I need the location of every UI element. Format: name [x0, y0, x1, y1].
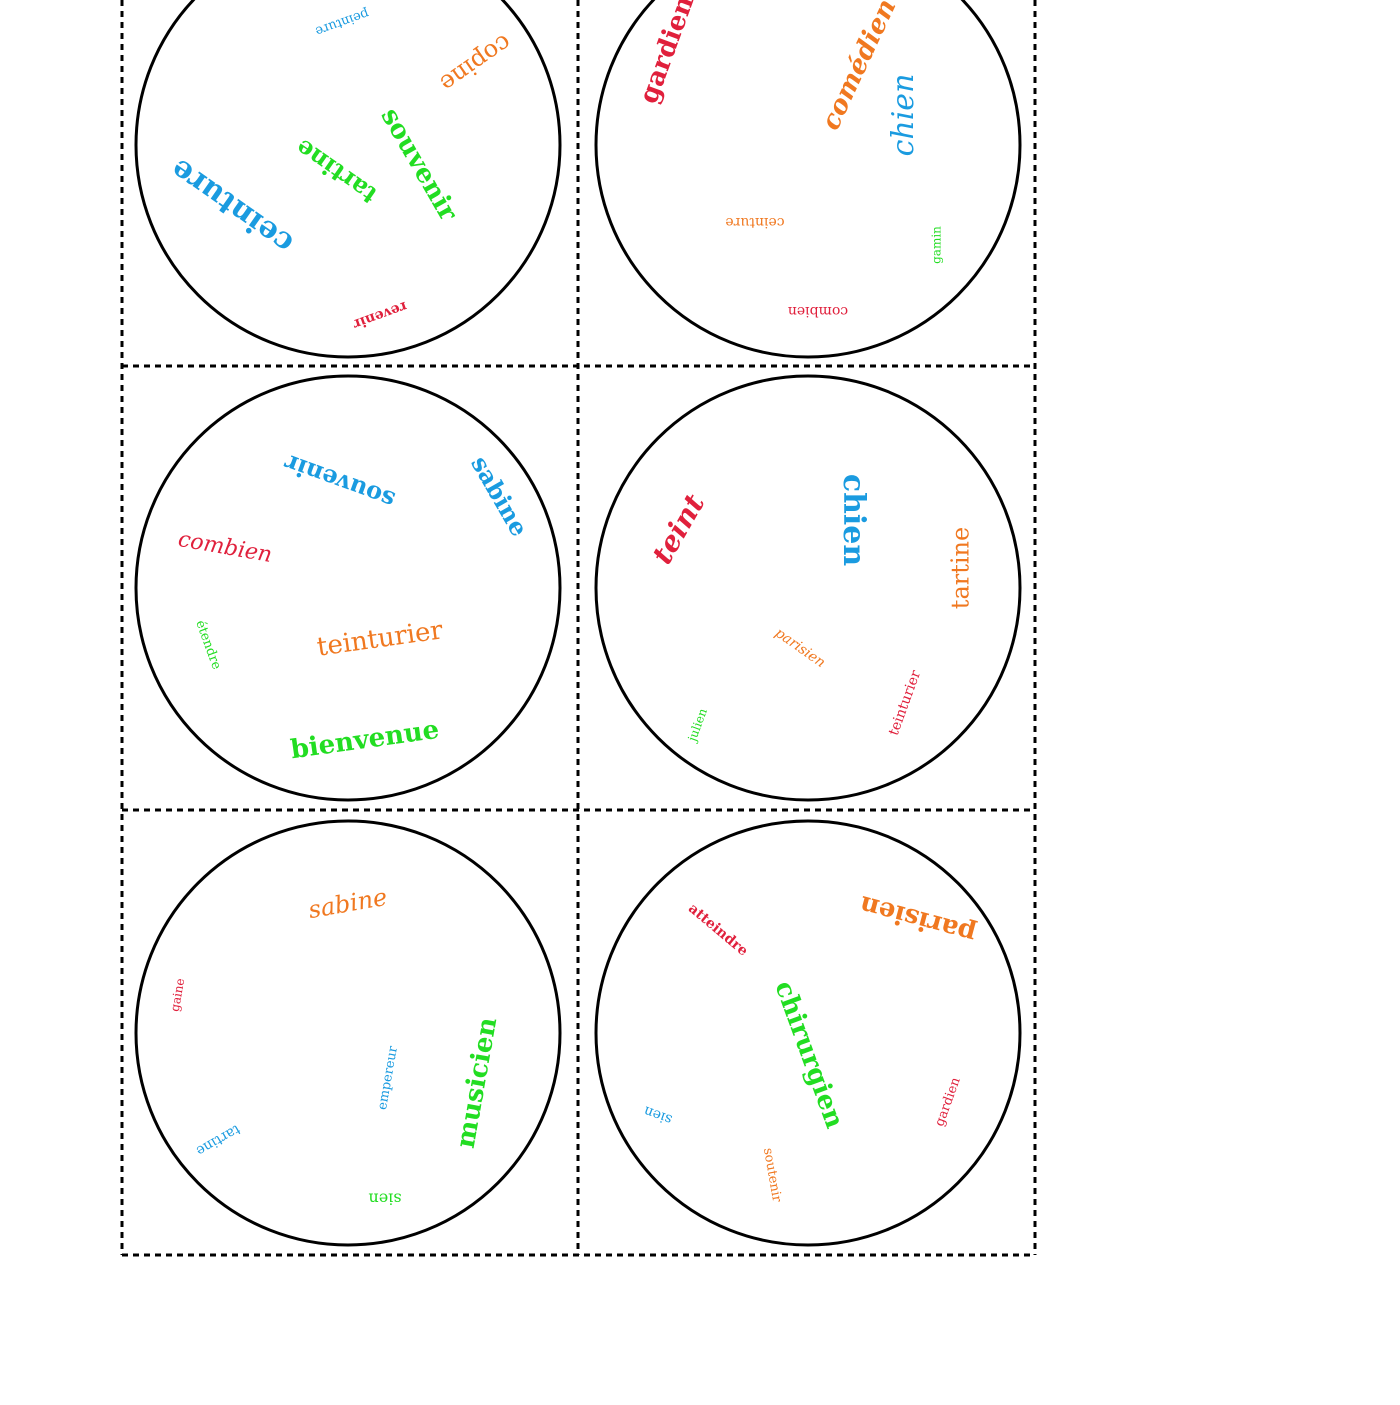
card-word: parisien — [772, 625, 828, 671]
card-word: sabine — [306, 883, 389, 924]
card-circle — [594, 0, 1022, 359]
card-word: chien — [836, 474, 871, 567]
card-word: souvenir — [375, 103, 464, 227]
card-circle — [134, 0, 562, 359]
card-word: gardien — [932, 1075, 964, 1128]
card-word: revenir — [350, 298, 409, 332]
card-word: bienvenue — [289, 715, 441, 766]
card-word: étendre — [192, 618, 224, 672]
card-word: soutenir — [760, 1147, 784, 1204]
card-circle — [134, 374, 562, 802]
card-circle — [594, 819, 1022, 1247]
card-word: teinturier — [315, 615, 445, 662]
card-word: ceinture — [164, 151, 300, 261]
card-word: atteindre — [685, 901, 751, 960]
card-circle — [594, 374, 1022, 802]
card-word: teint — [645, 488, 711, 569]
card-word: musicien — [451, 1015, 503, 1150]
card-word: gardien — [634, 0, 701, 108]
card-word: combien — [176, 527, 274, 568]
card-word: empereur — [375, 1044, 401, 1111]
card-word: peinture — [313, 5, 371, 38]
card-word: sien — [642, 1103, 675, 1128]
card-word: parisien — [857, 889, 979, 949]
card-word: chien — [886, 74, 921, 157]
card-word: tartine — [947, 527, 975, 609]
card-word: combien — [788, 303, 848, 319]
card-word: souvenir — [280, 448, 399, 515]
card-word: julien — [684, 706, 710, 745]
card-word: ceinture — [725, 214, 784, 230]
card-word: copine — [435, 29, 517, 98]
card-word: tartine — [290, 133, 382, 210]
card-word: gamin — [930, 226, 944, 264]
card-circle — [134, 819, 562, 1247]
cut-lines — [120, 0, 1037, 1257]
card-word: gaine — [168, 977, 188, 1012]
card-word: sien — [368, 1190, 401, 1209]
card-word: teinturier — [886, 668, 924, 738]
card-word: chirurgien — [768, 977, 849, 1132]
card-word: sabine — [465, 451, 534, 541]
card-word: tartine — [193, 1121, 243, 1159]
